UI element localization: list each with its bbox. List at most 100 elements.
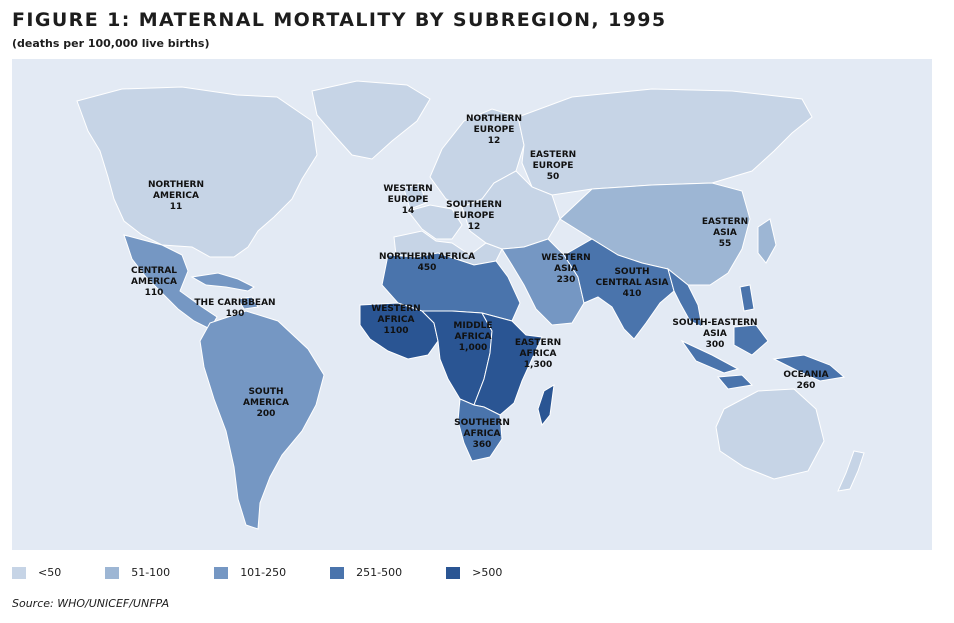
legend-label: <50 xyxy=(38,566,62,579)
legend-item: >500 xyxy=(446,566,502,579)
region-name-line: CENTRAL ASIA xyxy=(596,278,669,288)
south-america-shape xyxy=(199,310,325,530)
russia-shape xyxy=(517,88,813,196)
region-label: NORTHERN EUROPE 12 xyxy=(466,114,522,146)
region-value: 12 xyxy=(488,136,501,146)
southern-africa-shape xyxy=(457,398,503,462)
region-value: 300 xyxy=(706,340,725,350)
region-value: 50 xyxy=(547,172,560,182)
region-value: 450 xyxy=(418,263,437,273)
region-name-line: SOUTHERN xyxy=(446,200,502,210)
region-name-line: EUROPE xyxy=(474,125,515,135)
legend-label: >500 xyxy=(472,566,503,579)
greenland-shape xyxy=(311,80,431,160)
legend-swatch xyxy=(12,566,26,579)
region-name-line: AFRICA xyxy=(520,349,557,359)
region-label: MIDDLE AFRICA 1,000 xyxy=(453,321,492,353)
region-name-line: EUROPE xyxy=(388,195,429,205)
region-name-line: SOUTH xyxy=(248,387,283,397)
region-name-line: EASTERN xyxy=(702,217,748,227)
eastern-africa-shape xyxy=(473,312,555,427)
legend-item: 251-500 xyxy=(330,566,402,579)
region-name-line: NORTHERN AFRICA xyxy=(379,252,475,262)
region-name-line: ASIA xyxy=(554,264,578,274)
region-label: WESTERN ASIA 230 xyxy=(541,253,590,285)
region-label: SOUTH-EASTERN ASIA 300 xyxy=(672,318,757,350)
northern-europe-shape xyxy=(403,108,525,210)
legend-item: 51-100 xyxy=(105,566,170,579)
western-asia-shape xyxy=(501,238,585,326)
region-name-line: SOUTH-EASTERN xyxy=(672,318,757,328)
region-name-line: SOUTHERN xyxy=(454,418,510,428)
region-name-line: EUROPE xyxy=(533,161,574,171)
south-central-asia-shape xyxy=(563,238,675,340)
region-name-line: AFRICA xyxy=(464,429,501,439)
legend-label: 101-250 xyxy=(240,566,287,579)
legend-item: 101-250 xyxy=(214,566,286,579)
northern-america-shape xyxy=(76,86,318,258)
region-name-line: AMERICA xyxy=(153,191,199,201)
region-label: SOUTH AMERICA 200 xyxy=(243,387,289,419)
region-name-line: EUROPE xyxy=(454,211,495,221)
map-subtitle: (deaths per 100,000 live births) xyxy=(12,37,210,50)
region-label: WESTERN AFRICA 1100 xyxy=(371,304,420,336)
region-label: CENTRAL AMERICA 110 xyxy=(131,266,177,298)
region-name-line: EASTERN xyxy=(530,150,576,160)
australia-shape xyxy=(715,388,865,492)
region-value: 360 xyxy=(473,440,492,450)
region-name-line: AFRICA xyxy=(455,332,492,342)
region-name-line: MIDDLE xyxy=(453,321,492,331)
region-name-line: WESTERN xyxy=(383,184,432,194)
region-label: OCEANIA 260 xyxy=(783,370,828,391)
legend-swatch xyxy=(446,566,461,579)
region-value: 55 xyxy=(719,239,732,249)
world-map: NORTHERN AMERICA 11 CENTRAL AMERICA 110 THE … xyxy=(12,59,932,550)
region-label: NORTHERN AMERICA 11 xyxy=(148,180,204,212)
region-value: 410 xyxy=(623,289,642,299)
region-name-line: WESTERN xyxy=(371,304,420,314)
region-name-line: SOUTH xyxy=(614,267,649,277)
region-name-line: AFRICA xyxy=(378,315,415,325)
region-label: EASTERN ASIA 55 xyxy=(702,217,748,249)
region-name-line: CENTRAL xyxy=(131,266,177,276)
region-name-line: NORTHERN xyxy=(148,180,204,190)
region-value: 110 xyxy=(145,288,164,298)
region-label: THE CARIBBEAN 190 xyxy=(194,298,275,319)
region-label: SOUTHERN AFRICA 360 xyxy=(454,418,510,450)
caribbean-shape xyxy=(190,272,259,310)
region-value: 12 xyxy=(468,222,481,232)
region-value: 1,000 xyxy=(459,343,487,353)
region-value: 200 xyxy=(257,409,276,419)
south-eastern-asia-shape xyxy=(667,267,769,390)
region-name-line: NORTHERN xyxy=(466,114,522,124)
legend-item: <50 xyxy=(12,566,61,579)
map-title: FIGURE 1: MATERNAL MORTALITY BY SUBREGIO… xyxy=(12,9,667,31)
oceania-shape xyxy=(772,354,846,382)
region-label: EASTERN EUROPE 50 xyxy=(530,150,576,182)
legend-swatch xyxy=(105,566,120,579)
region-name-line: ASIA xyxy=(703,329,727,339)
region-name-line: THE CARIBBEAN xyxy=(194,298,275,308)
region-labels: NORTHERN AMERICA 11 CENTRAL AMERICA 110 THE … xyxy=(131,114,829,450)
legend-swatch xyxy=(330,566,345,579)
region-label: SOUTHERN EUROPE 12 xyxy=(446,200,502,232)
western-africa-shape xyxy=(359,302,439,360)
region-value: 11 xyxy=(170,202,183,212)
region-label: NORTHERN AFRICA 450 xyxy=(379,252,475,273)
region-value: 1,300 xyxy=(524,360,552,370)
region-value: 260 xyxy=(797,381,816,391)
region-name-line: EASTERN xyxy=(515,338,561,348)
legend-label: 51-100 xyxy=(131,566,171,579)
region-name-line: WESTERN xyxy=(541,253,590,263)
region-value: 14 xyxy=(402,206,415,216)
region-name-line: AMERICA xyxy=(131,277,177,287)
region-label: WESTERN EUROPE 14 xyxy=(383,184,432,216)
legend-swatch xyxy=(214,566,229,579)
region-value: 190 xyxy=(226,309,245,319)
legend: <50 51-100 101-250 251-500 >500 xyxy=(12,566,546,579)
region-name-line: AMERICA xyxy=(243,398,289,408)
region-value: 1100 xyxy=(383,326,408,336)
region-label: EASTERN AFRICA 1,300 xyxy=(515,338,561,370)
region-label: SOUTH CENTRAL ASIA 410 xyxy=(596,267,669,299)
source-note: Source: WHO/UNICEF/UNFPA xyxy=(12,597,170,610)
